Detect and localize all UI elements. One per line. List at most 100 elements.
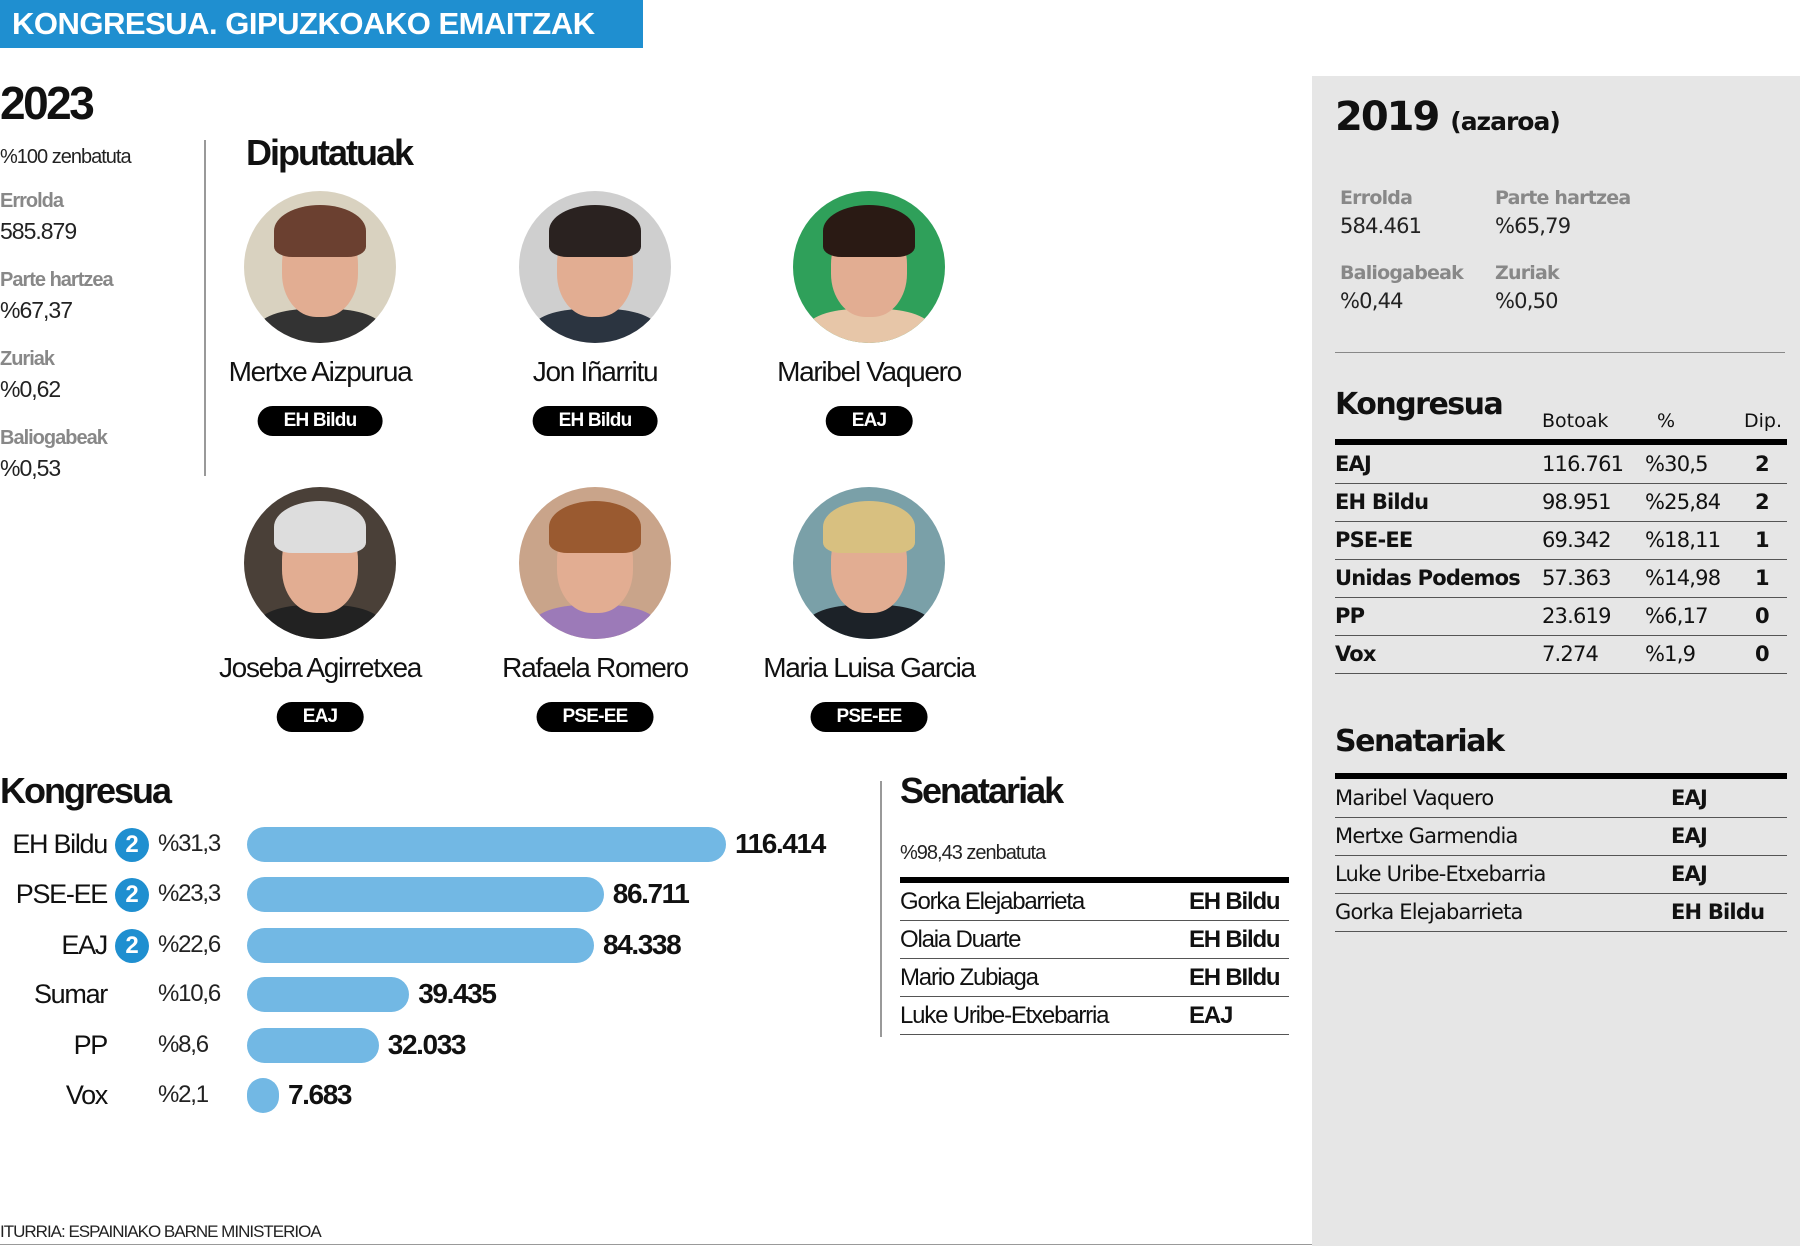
bar-row: PP %8,6 32.033 [0,1025,900,1065]
deputy-photo [244,191,396,343]
percent: %6,17 [1645,604,1709,628]
bar-category-label: EH Bildu [12,829,108,859]
row-rule [1335,559,1787,560]
col-header-votes: Botoak [1542,410,1609,432]
row-rule [1335,893,1787,894]
bar-category-label: PP [73,1030,109,1060]
stat-label: Zuriak [1495,262,1560,284]
votes: 116.761 [1542,452,1624,476]
stat-value: %0,44 [1340,289,1404,313]
party-badge: PSE-EE [536,702,654,732]
stat-value: %67,37 [0,297,73,323]
deputy-photo [519,191,671,343]
bar [247,1028,379,1063]
row-rule [1335,521,1787,522]
divider [204,140,206,476]
stat-value: %65,79 [1495,214,1571,238]
seats-badge: 2 [115,878,149,912]
row-rule [900,1034,1289,1035]
table-rule [1335,439,1787,445]
bar [247,827,726,862]
party-name: EAJ [1335,452,1372,476]
stat-label: Parte hartzea [0,269,114,291]
bar [247,928,595,963]
senator-row: Mario Zubiaga EH BIldu [900,964,1289,992]
row-rule [1335,635,1787,636]
senator-row: Mertxe Garmendia EAJ [1335,818,1785,856]
deputy-name: Maribel Vaquero [777,356,962,387]
senator-row: Olaia Duarte EH Bildu [900,926,1289,954]
senator-name: Mario Zubiaga [900,964,1039,991]
bar-value-label: 86.711 [612,878,690,909]
seats: 2 [1755,490,1770,514]
bar-percent-label: %10,6 [158,980,221,1007]
stat-label: Parte hartzea [1495,187,1631,209]
deputies-heading: Diputatuak [246,132,414,173]
bar [247,977,410,1012]
source-note: ITURRIA: ESPAINIAKO BARNE MINISTERIOA [0,1222,322,1241]
deputy-name: Joseba Agirretxea [218,652,422,683]
bar-percent-label: %8,6 [158,1031,209,1058]
senator-party: EAJ [1671,862,1708,886]
senator-name: Olaia Duarte [900,926,1022,953]
deputy-name: Rafaela Romero [502,652,689,683]
page-title: KONGRESUA. GIPUZKOAKO EMAITZAK [0,0,643,48]
panel-2019 [1312,76,1800,1246]
bar-percent-label: %2,1 [158,1081,209,1108]
counted-label: %100 zenbatuta [0,146,132,168]
votes: 98.951 [1542,490,1611,514]
percent: %14,98 [1645,566,1721,590]
bar-category-label: Vox [65,1080,108,1110]
bar-row: Vox %2,1 7.683 [0,1075,900,1115]
senate-2019-heading: Senatariak [1335,724,1505,759]
votes: 7.274 [1542,642,1599,666]
party-badge: PSE-EE [810,702,928,732]
deputy-name: Maria Luisa Garcia [763,652,976,683]
seats: 1 [1755,528,1770,552]
bar-row: EAJ 2 %22,6 84.338 [0,925,900,965]
seats: 1 [1755,566,1770,590]
bar-category-label: Sumar [33,979,108,1009]
seats: 0 [1755,604,1770,628]
senator-party: EH Bildu [1671,900,1765,924]
senator-name: Gorka Elejabarrieta [900,888,1085,915]
divider [1335,352,1785,353]
table-row: Vox 7.274 %1,9 0 [1335,636,1785,674]
col-header-pct: % [1657,410,1676,432]
seats: 2 [1755,452,1770,476]
deputy-name: Mertxe Aizpurua [228,356,413,387]
row-rule [1335,931,1787,932]
senator-party: EH BIldu [1189,964,1281,991]
stat-label: Baliogabeak [0,427,108,449]
bar-percent-label: %31,3 [158,830,221,857]
row-rule [1335,597,1787,598]
bar-row: PSE-EE 2 %23,3 86.711 [0,874,900,914]
table-rule [900,877,1289,883]
stat-label: Zuriak [0,348,55,370]
stat-value: 585.879 [0,218,77,244]
party-badge: EH Bildu [532,406,658,436]
deputy-photo [244,487,396,639]
stat-label: Errolda [0,190,64,212]
party-name: Unidas Podemos [1335,566,1521,590]
row-rule [1335,673,1787,674]
stat-label: Baliogabeak [1340,262,1464,284]
percent: %1,9 [1645,642,1696,666]
senator-row: Luke Uribe-Etxebarria EAJ [1335,856,1785,894]
table-row: EAJ 116.761 %30,5 2 [1335,446,1785,484]
bar-row: Sumar %10,6 39.435 [0,974,900,1014]
senator-party: EAJ [1671,824,1708,848]
senator-name: Mertxe Garmendia [1335,824,1518,848]
senator-party: EAJ [1671,786,1708,810]
table-row: PP 23.619 %6,17 0 [1335,598,1785,636]
bar [247,877,604,912]
row-rule [900,920,1289,921]
divider [880,781,882,1037]
senator-party: EAJ [1189,1002,1233,1029]
table-row: EH Bildu 98.951 %25,84 2 [1335,484,1785,522]
bar-category-label: EAJ [61,930,108,960]
bar-value-label: 84.338 [603,929,682,960]
party-badge: EAJ [276,702,364,732]
congress-2019-heading: Kongresua [1335,387,1504,422]
stat-value: %0,53 [0,455,61,481]
